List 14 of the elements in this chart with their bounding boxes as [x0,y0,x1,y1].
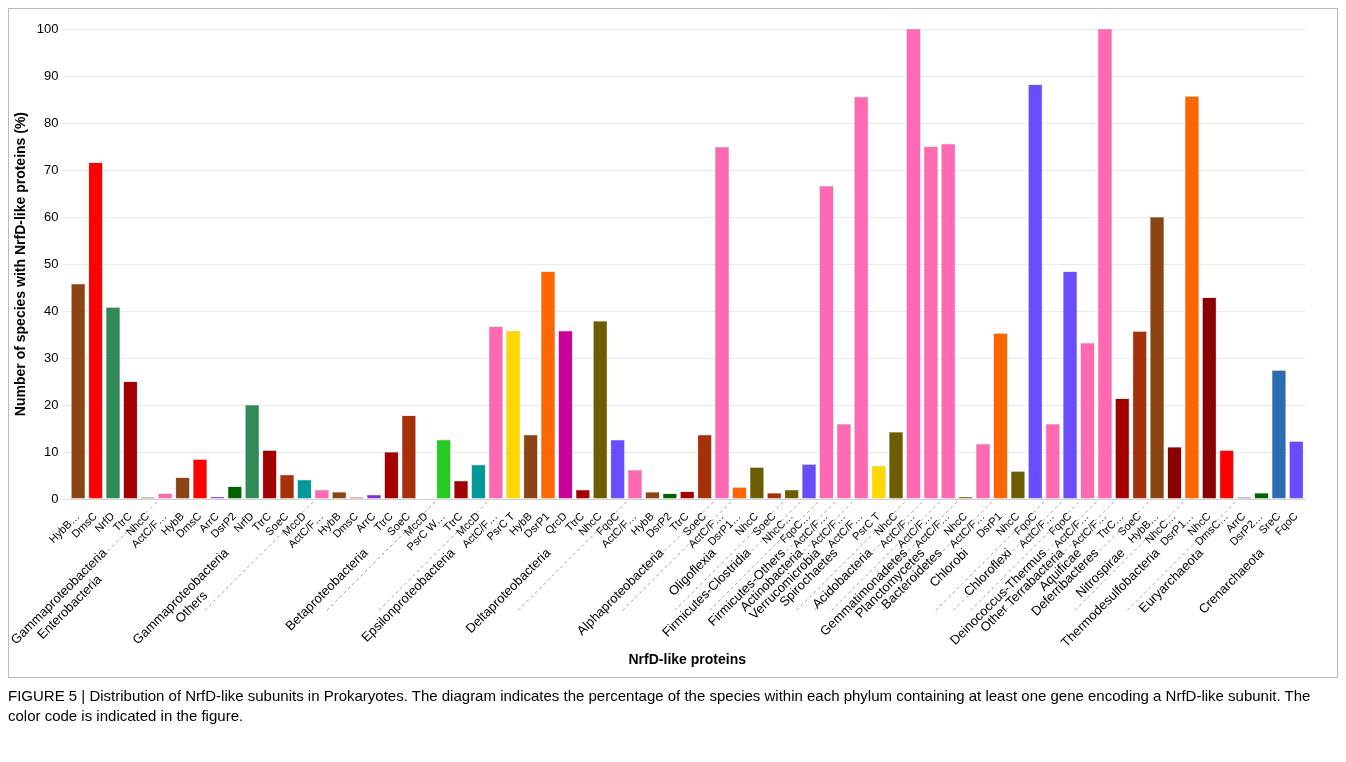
caption: FIGURE 5 | Distribution of NrfD-like subunits in Prokaryotes. The diagram indicates the percentage of the species within each phylum containing at least one gene encoding a NrfD-like subunit. The color code is indicated in the figure. [8,686,1312,726]
y-tick-label: 60 [44,208,59,224]
y-tick-label: 100 [36,20,59,36]
y-tick-label: 50 [44,255,59,271]
y-tick-label: 0 [51,490,59,506]
y-tick-label: 30 [44,349,59,365]
y-axis-title: Number of species with NrfD-like proteins (%) [12,111,29,417]
y-tick-label: 20 [44,396,59,412]
y-tick-label: 10 [44,443,59,459]
y-tick-label: 90 [44,67,59,83]
text: NrfD-like proteins [628,650,747,667]
y-tick-label: 40 [44,302,59,318]
y-tick-label: 70 [44,161,59,177]
y-tick-label: 80 [44,114,59,130]
